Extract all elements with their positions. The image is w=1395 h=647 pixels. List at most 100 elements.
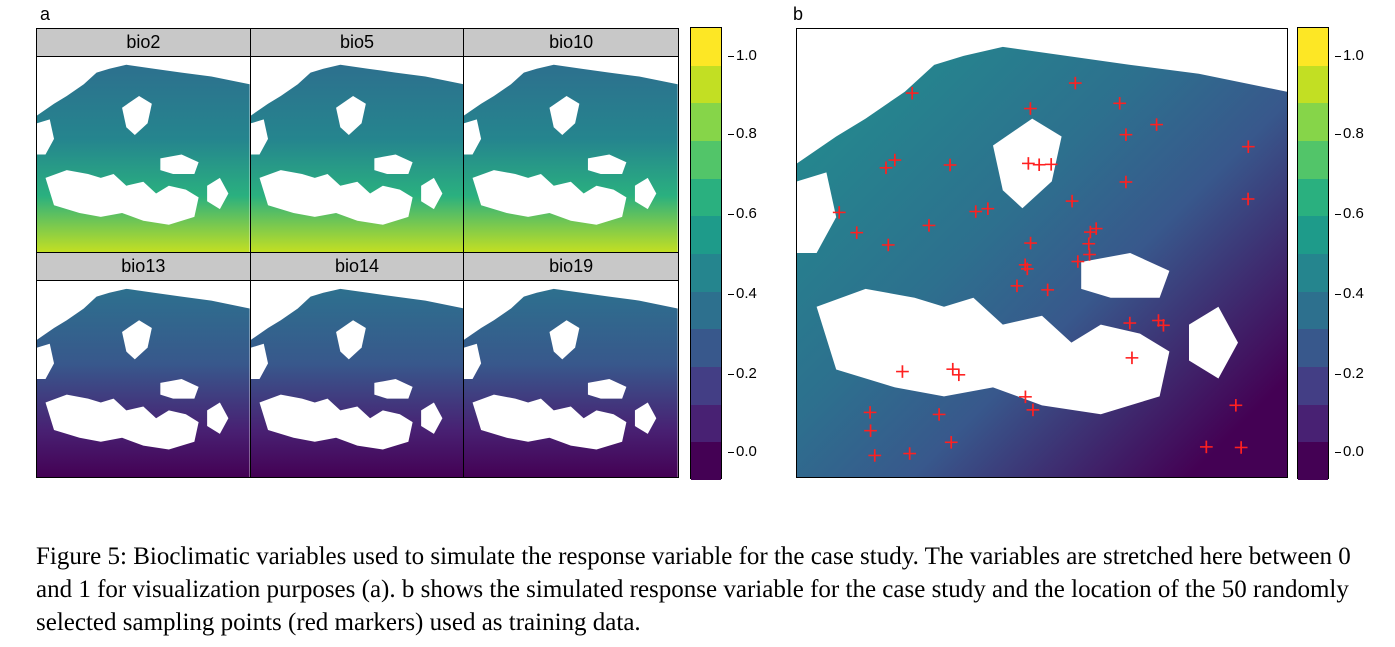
map-raster: [797, 46, 1287, 477]
sea-area: [122, 96, 152, 135]
facet-grid: bio2 bio5 bio10 bio13 bio14 bio19: [36, 28, 679, 478]
facet-bio13: bio13: [37, 253, 251, 477]
sampling-point-marker: [1041, 283, 1055, 297]
colorbar-band: [1298, 254, 1328, 293]
colorbar-band: [1298, 367, 1328, 406]
sampling-point-marker: [1083, 248, 1096, 261]
sampling-point-marker: [1119, 128, 1133, 141]
sampling-point-marker: [969, 205, 983, 218]
colorbar-a: 1.0 0.8 0.6 0.4 0.2 0.0: [690, 27, 757, 481]
colorbar-band: [1298, 178, 1328, 217]
sea-area: [1081, 253, 1170, 298]
sampling-point-marker: [1241, 140, 1255, 153]
facet-strip-label: bio19: [464, 253, 678, 281]
colorbar-tick-label: 0.6: [1335, 205, 1364, 222]
map-raster: [37, 288, 250, 477]
sea-area: [37, 343, 55, 379]
sampling-point-marker: [1229, 399, 1243, 412]
sea-area: [420, 402, 443, 434]
colorbar-band: [691, 141, 721, 180]
figure-caption: Figure 5: Bioclimatic variables used to …: [36, 543, 1351, 636]
colorbar-tick-label: 0.4: [728, 285, 757, 302]
sampling-point-marker: [1123, 316, 1137, 330]
sampling-point-marker: [1199, 440, 1213, 454]
sampling-point-marker: [1024, 102, 1037, 115]
colorbar-band: [691, 178, 721, 217]
sea-area: [472, 170, 627, 225]
facet-bio5: bio5: [250, 29, 465, 253]
sampling-point-marker: [981, 202, 995, 215]
map-raster: [37, 64, 250, 252]
sampling-point-marker: [905, 86, 919, 100]
colorbar-tick-label: 0.4: [1335, 285, 1364, 302]
land-area: [37, 64, 250, 252]
sampling-point-marker: [1150, 118, 1163, 131]
sampling-point-marker: [1068, 76, 1082, 90]
sea-area: [207, 402, 229, 434]
sampling-point-marker: [879, 161, 893, 175]
sampling-point-marker: [922, 219, 936, 232]
colorbar-tick-label: 0.2: [728, 365, 757, 382]
colorbar-tick-label: 1.0: [728, 47, 757, 64]
colorbar-tick-label: 1.0: [1335, 47, 1364, 64]
sampling-point-marker: [932, 408, 946, 421]
colorbar-band: [691, 291, 721, 330]
facet-strip-label: bio2: [37, 29, 250, 57]
colorbar-band: [1298, 329, 1328, 368]
colorbar-band: [691, 216, 721, 255]
sea-area: [464, 343, 482, 379]
facet-bio2: bio2: [37, 29, 251, 253]
sea-area: [160, 154, 199, 174]
sea-area: [45, 394, 199, 450]
sea-area: [549, 320, 580, 360]
map-raster: [250, 64, 464, 252]
sampling-point-marker: [1113, 97, 1127, 110]
sea-area: [122, 320, 152, 360]
sea-area: [588, 154, 627, 174]
colorbar-band: [1298, 28, 1328, 67]
map-raster: [464, 64, 678, 252]
facet-map: [464, 57, 678, 252]
colorbar-band: [691, 404, 721, 443]
colorbar-band: [1298, 442, 1328, 481]
sea-area: [45, 170, 199, 225]
sampling-point-marker: [864, 424, 877, 437]
facet-strip-label: bio5: [250, 29, 464, 57]
colorbar-band: [1298, 216, 1328, 255]
sampling-point-marker: [1065, 194, 1079, 208]
land-area: [250, 64, 464, 252]
sampling-point-marker: [1071, 255, 1085, 268]
colorbar-band: [691, 367, 721, 406]
sampling-point-marker: [888, 153, 902, 167]
response-map: [796, 28, 1288, 478]
colorbar-band: [1298, 404, 1328, 443]
facet-strip-label: bio14: [250, 253, 464, 281]
sampling-point-marker: [1010, 279, 1024, 293]
colorbar-band: [691, 329, 721, 368]
facet-map: [37, 281, 250, 477]
colorbar-tick-label: 0.0: [1335, 443, 1364, 460]
land-area: [464, 288, 678, 477]
colorbar-band: [1298, 65, 1328, 104]
sampling-point-marker: [946, 362, 960, 376]
sampling-point-marker: [1089, 222, 1103, 235]
sea-area: [335, 96, 366, 135]
sea-area: [635, 177, 657, 210]
sea-area: [374, 154, 413, 174]
colorbar-tick-label: 0.8: [1335, 125, 1364, 142]
panel-b-label: b: [793, 4, 804, 24]
map-raster: [464, 288, 678, 477]
facet-map: [250, 57, 464, 252]
sea-area: [335, 320, 366, 360]
sampling-point-marker: [1032, 158, 1046, 172]
sea-area: [374, 379, 413, 399]
sea-area: [797, 172, 837, 253]
sampling-point-marker: [943, 158, 957, 172]
sampling-point-marker: [863, 406, 877, 419]
sampling-point-marker: [832, 206, 846, 219]
sampling-point-marker: [1125, 351, 1139, 365]
sampling-point-marker: [944, 436, 958, 449]
sampling-point-marker: [1044, 158, 1058, 171]
sampling-point-marker: [881, 238, 895, 252]
sea-area: [420, 177, 443, 210]
